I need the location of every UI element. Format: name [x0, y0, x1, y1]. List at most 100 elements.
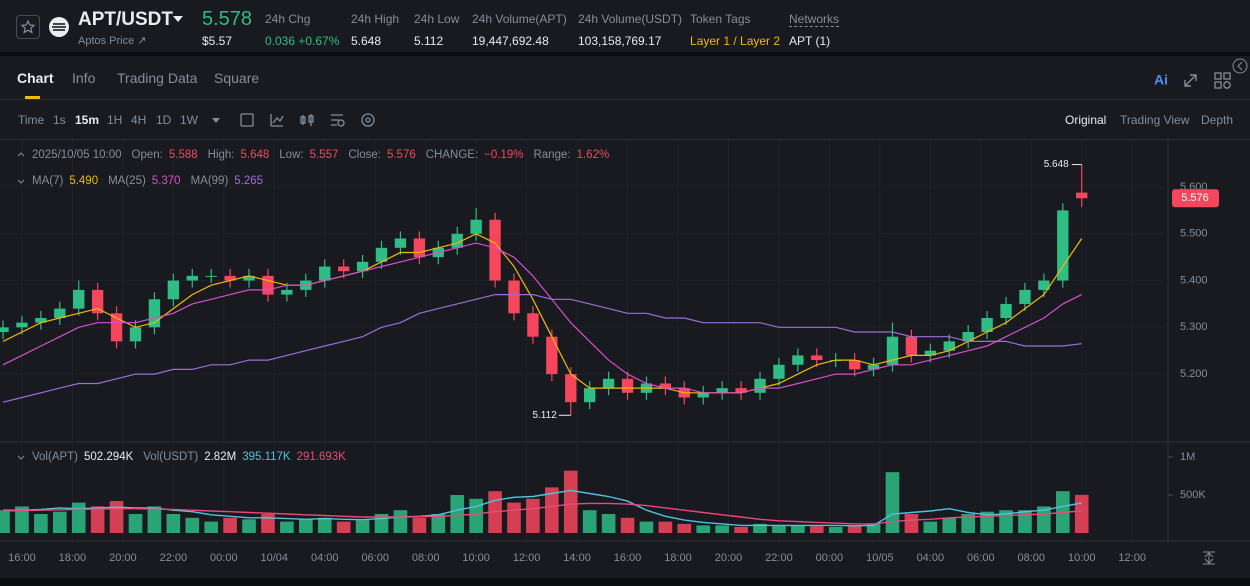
candle-body [394, 238, 407, 248]
volume-bar [526, 498, 540, 534]
candle-body [0, 327, 9, 333]
interval[interactable]: 1D [156, 113, 172, 127]
volume-bar [0, 510, 10, 534]
stat-value: 19,447,692.48 [472, 34, 549, 48]
y-tick-label: 5.400 [1180, 274, 1208, 286]
volume-bar [620, 517, 635, 534]
symbol-caret[interactable] [172, 14, 184, 24]
tab[interactable]: Info [72, 70, 96, 86]
collapse-caret[interactable] [16, 452, 26, 462]
candle-body [319, 266, 331, 281]
x-tick-label: 04:00 [917, 552, 945, 564]
tab[interactable]: Chart [17, 70, 54, 86]
interval[interactable]: 1W [180, 113, 198, 127]
candle-body [716, 388, 728, 393]
ma-name: MA(7) [32, 175, 64, 187]
collapse-caret[interactable] [16, 176, 26, 186]
stat-label: 24h Volume(USDT) [578, 12, 683, 26]
stat-value[interactable]: APT (1) [789, 34, 831, 48]
volume-bar [109, 501, 124, 534]
tab[interactable]: Square [214, 70, 260, 86]
candle-body [848, 360, 861, 370]
calendar-icon[interactable] [240, 113, 254, 127]
x-tick-label: 06:00 [361, 552, 389, 564]
info-value: −0.19% [484, 149, 524, 161]
volume-bar [639, 521, 654, 534]
settings-list-icon[interactable] [331, 114, 343, 126]
info-label: Open: [131, 149, 163, 161]
stat-label: 24h Low [414, 12, 460, 26]
stat-value: 0.036 +0.67% [265, 34, 340, 48]
candle-body [110, 313, 123, 342]
interval[interactable]: 1s [53, 113, 66, 127]
candle-body [1019, 289, 1031, 304]
stat-value[interactable]: Layer 1 / Layer 2 [690, 34, 781, 48]
x-tick-label: 22:00 [160, 552, 188, 564]
volume-bar [261, 514, 275, 534]
collapse-icon[interactable] [1232, 56, 1250, 76]
divider [0, 139, 1250, 140]
ai-icon[interactable]: Ai [1154, 72, 1168, 88]
gear-icon[interactable] [361, 113, 375, 127]
interval[interactable]: 15m [75, 113, 100, 127]
expand-icon[interactable] [1184, 74, 1197, 87]
x-tick-label: 22:00 [765, 552, 793, 564]
candle-body [962, 332, 974, 342]
indicator-icon[interactable] [270, 114, 284, 127]
info-label: Low: [279, 149, 304, 161]
collapse-caret[interactable] [16, 150, 26, 160]
usd-price: $5.57 [202, 34, 233, 48]
x-tick-label: 10:00 [462, 552, 490, 564]
volume-bar [1074, 494, 1089, 534]
x-tick-label: 10/05 [866, 552, 894, 564]
vol-name: Vol(APT) [32, 451, 79, 463]
stat-label: Token Tags [690, 12, 751, 26]
view-option[interactable]: Original [1065, 113, 1107, 127]
volume-bar [715, 525, 729, 534]
info-date: 2025/10/05 10:00 [32, 149, 122, 161]
star-icon [20, 19, 36, 34]
volume-tick-label: 1M [1180, 451, 1195, 463]
toolbar-icons [212, 113, 375, 127]
min-label: 5.112 [532, 410, 557, 421]
candle-body [73, 289, 85, 309]
candle-body [262, 275, 274, 295]
layout-icon[interactable] [1214, 72, 1231, 89]
interval: Time [18, 113, 45, 127]
candle-body [735, 388, 747, 393]
symbol[interactable]: APT/USDT [78, 9, 173, 30]
more-caret[interactable] [212, 118, 220, 123]
interval[interactable]: 1H [107, 113, 123, 127]
candle-type-icon[interactable] [300, 114, 314, 126]
subtitle[interactable]: Aptos Price ↗ [78, 35, 147, 47]
ma-name: MA(99) [190, 175, 229, 187]
volume-bar [809, 526, 824, 534]
volume-bar [658, 521, 673, 534]
candle-body [811, 355, 823, 361]
axis-reset-icon[interactable] [1203, 551, 1215, 565]
favorite-button[interactable] [16, 15, 40, 39]
volume-ma-line [2, 502, 1082, 525]
volume-bar [828, 526, 843, 534]
stat-label: Networks [789, 12, 840, 27]
x-tick-label: 10:00 [1068, 552, 1096, 564]
view-option[interactable]: Trading View [1120, 113, 1190, 127]
volume-bars [0, 470, 1089, 534]
x-tick-label: 00:00 [210, 552, 238, 564]
x-tick-label: 12:00 [1118, 552, 1146, 564]
tab[interactable]: Trading Data [117, 70, 198, 86]
ma-name: MA(25) [108, 175, 146, 187]
interval[interactable]: 4H [131, 113, 147, 127]
volume-bar [582, 510, 597, 534]
info-value: 5.648 [240, 149, 270, 161]
volume-bar [1018, 510, 1032, 534]
candle-body [924, 350, 937, 356]
view-option[interactable]: Depth [1201, 113, 1234, 127]
volume-tick-label: 500K [1180, 489, 1206, 501]
x-tick-label: 00:00 [816, 552, 844, 564]
volume-bar [450, 494, 465, 534]
volume-bar [734, 526, 748, 534]
info-label: Close: [348, 149, 381, 161]
x-tick-label: 16:00 [614, 552, 642, 564]
